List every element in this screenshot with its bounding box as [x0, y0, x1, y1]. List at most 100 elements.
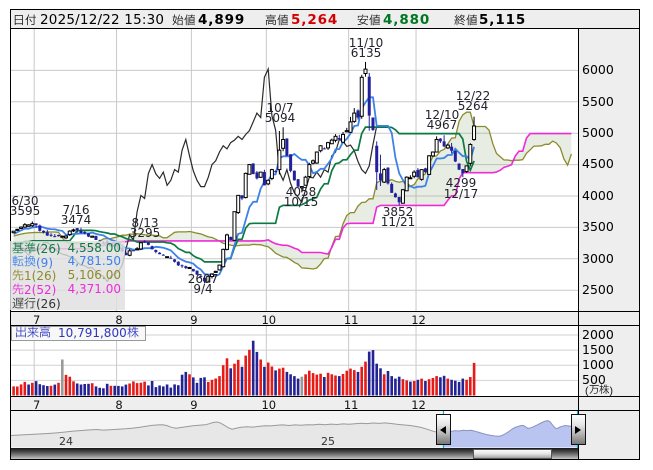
volume-bar [75, 383, 79, 396]
volume-bar [300, 376, 304, 396]
volume-bar [34, 381, 38, 396]
candle-body [416, 169, 420, 178]
volume-bar [308, 370, 311, 396]
volume-bar [105, 383, 109, 396]
volume-bar [353, 370, 356, 396]
volume-bar [364, 361, 367, 396]
volume-unit-label: () [585, 383, 613, 397]
volume-bar [61, 359, 64, 396]
legend-senkou2-label: 2(52) [12, 283, 56, 297]
candle-body [423, 168, 427, 173]
volume-bar [12, 386, 15, 396]
volume-bar [184, 371, 188, 396]
candle-body [344, 130, 349, 133]
candle-body [49, 234, 53, 236]
senkou-span-a-line [13, 111, 573, 270]
candle-body [348, 121, 353, 133]
month-label-10: 10 [261, 312, 277, 327]
candle-body [378, 173, 382, 181]
candle-body [150, 246, 154, 250]
candle-body [299, 186, 304, 189]
volume-bar [266, 362, 270, 396]
chart-scrollbar-track[interactable] [11, 448, 578, 459]
nav-range-right-button[interactable] [570, 414, 586, 445]
legend-row-kijun: (26) 4,558.00 [12, 240, 122, 256]
volume-bars [12, 340, 476, 396]
volume-bar [457, 381, 461, 396]
volume-bar [23, 381, 27, 396]
volume-bar [304, 374, 307, 396]
volume-bar [94, 386, 98, 396]
volume-bar [278, 368, 281, 396]
volume-bar [195, 382, 199, 396]
price-tick-3500: 3500 [582, 219, 614, 235]
annotation-6-30: 6/30 3595 [9, 193, 41, 219]
candle-body [176, 261, 180, 266]
volume-bar [289, 374, 292, 396]
volume-bar [446, 378, 450, 396]
candle-body [255, 172, 259, 179]
volume-bar [341, 374, 345, 396]
candlesticks [11, 61, 477, 284]
nav-range-left-button[interactable] [435, 414, 451, 445]
volume-bar [442, 375, 446, 396]
volume-bar [263, 366, 266, 396]
volume-bar [382, 374, 386, 396]
volume-bar [386, 371, 390, 396]
volume-bar [180, 374, 184, 396]
date-value: 2025/12/22 15:30 [40, 12, 165, 28]
volume-bar [401, 379, 405, 396]
main-plot-area[interactable] [11, 61, 573, 284]
candle-body [285, 138, 289, 156]
candle-body [213, 270, 218, 273]
candle-body [281, 138, 286, 149]
candle-body [247, 164, 252, 175]
candle-body [292, 170, 296, 181]
legend-senkou2-value: 4,371.00 [67, 282, 121, 297]
legend-kijun-value: 4,558.00 [67, 240, 121, 255]
candle-body [158, 252, 162, 255]
candle-body [210, 273, 215, 278]
volume-bar [323, 377, 326, 396]
candle-body [199, 275, 203, 277]
candle-body [75, 228, 79, 231]
candle-body [367, 76, 371, 116]
date-label [13, 13, 36, 28]
volume-bar [356, 371, 360, 396]
candle-body [333, 135, 338, 141]
open-label [172, 13, 195, 28]
candle-body [67, 230, 72, 236]
month-label2-9: 9 [190, 398, 198, 412]
candle-body [453, 151, 457, 162]
volume-bar [285, 371, 289, 396]
candle-body [232, 211, 237, 241]
candle-body [296, 179, 300, 187]
volume-bar [454, 380, 457, 396]
candle-body [15, 228, 20, 231]
frame-borders [10, 9, 640, 460]
volume-bar [158, 385, 161, 396]
month-label2-12: 12 [411, 398, 426, 412]
volume-bar [469, 377, 472, 396]
candle-body [26, 224, 31, 227]
month-label2-11: 11 [343, 398, 359, 412]
candle-body [240, 195, 244, 199]
volume-bar [274, 370, 277, 396]
volume-bar [367, 351, 371, 396]
candle-body [173, 259, 177, 262]
volume-bar [281, 367, 285, 396]
annotation-10-15: 4058 10/15 [283, 184, 319, 210]
volume-bar [139, 382, 143, 396]
candle-body [393, 193, 397, 198]
volume-bar [390, 376, 393, 396]
volume-bar [210, 379, 214, 396]
candle-body [258, 171, 263, 178]
candle-body [266, 179, 271, 185]
chart-scrollbar-thumb[interactable] [473, 448, 552, 459]
candle-body [243, 172, 248, 199]
volume-bar [90, 383, 94, 396]
candle-body [303, 176, 308, 186]
annotation-9-4: 2607 9/4 [187, 271, 219, 297]
volume-bar [49, 385, 53, 396]
